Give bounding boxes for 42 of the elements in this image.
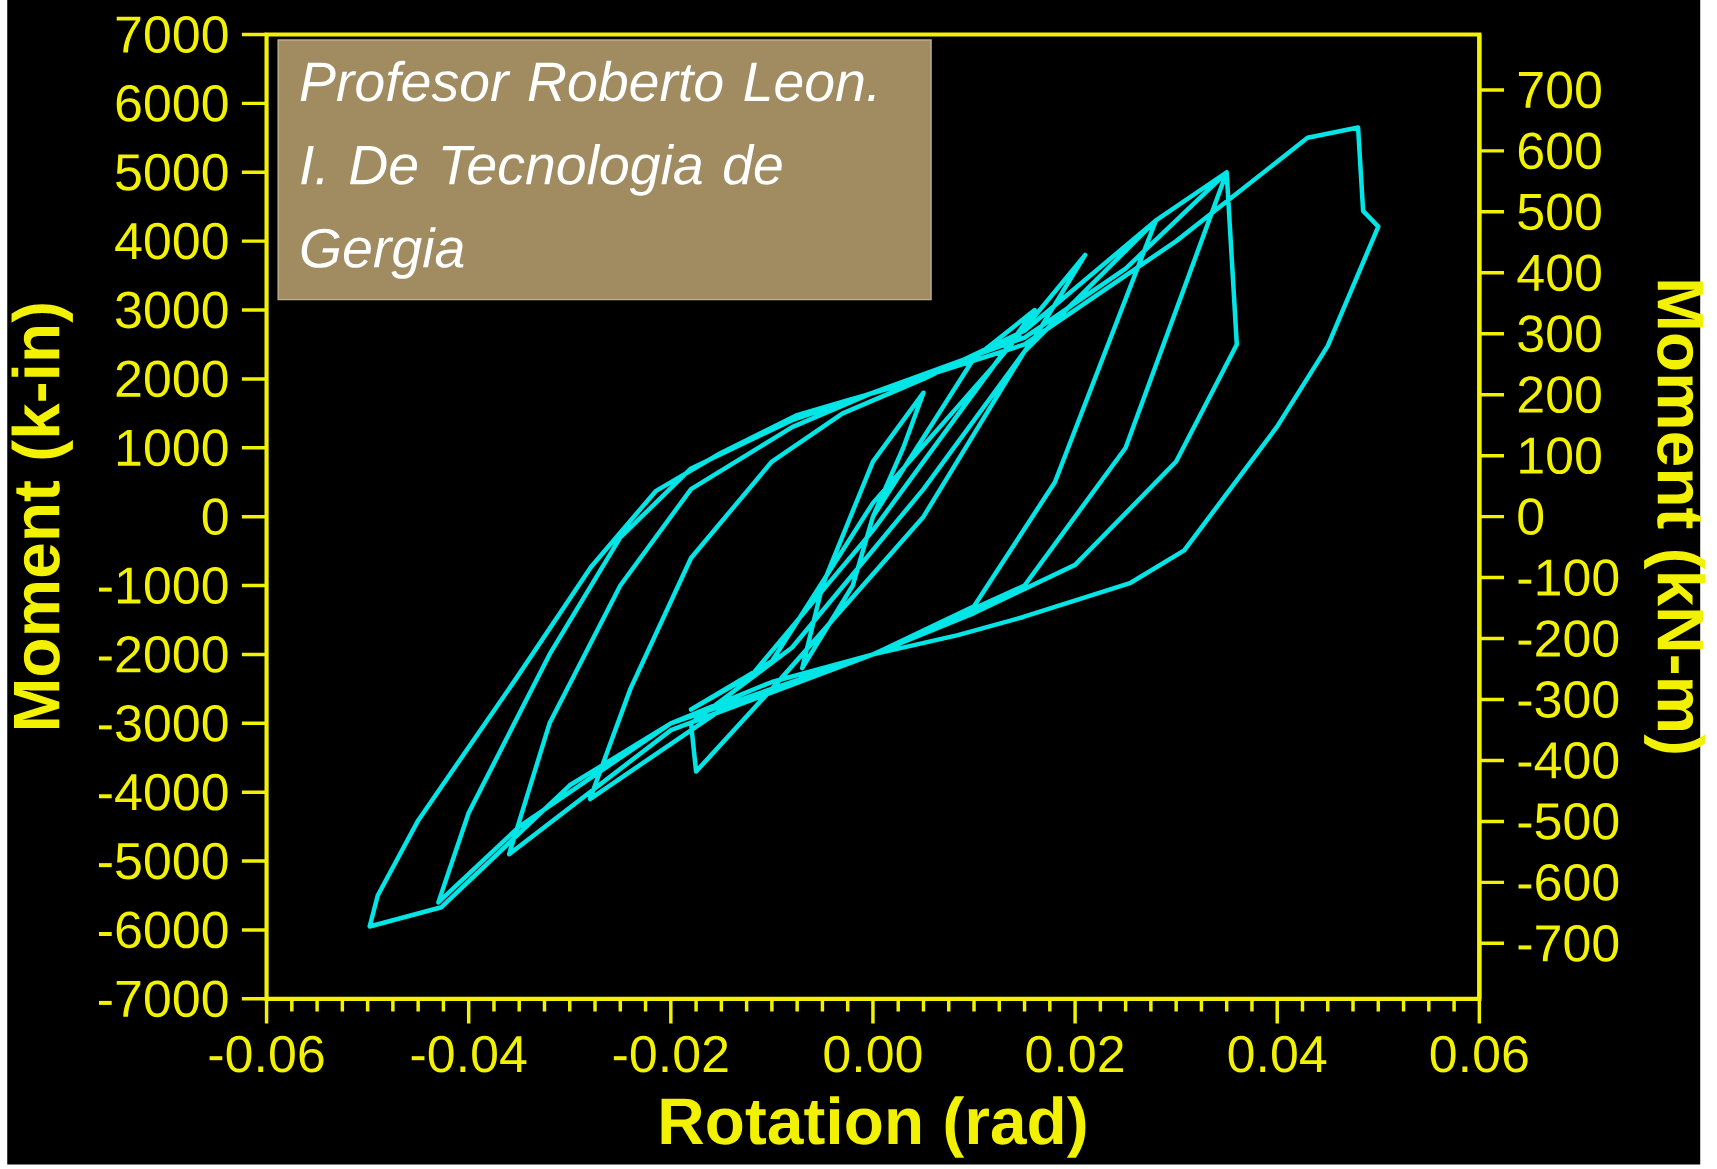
y2-tick-label: 200: [1518, 376, 1601, 413]
y-tick-label: 1000: [118, 429, 228, 467]
y2-tick-label: -400: [1518, 741, 1619, 779]
y2-tick-label: -600: [1518, 863, 1619, 901]
annotation: Profesor Roberto Leon.: [300, 60, 875, 102]
y2-tick-label: -700: [1518, 924, 1619, 962]
y-tick-label: 0: [202, 498, 228, 535]
y-tick-label: -5000: [99, 842, 228, 880]
x-tick-label: -0.04: [411, 1035, 527, 1073]
y2-tick-label: 100: [1520, 437, 1601, 474]
annotation: I. De Tecnologia de Gergia: [301, 143, 782, 279]
y2-tick-label: 600: [1518, 132, 1601, 170]
y2-tick-label: -200: [1518, 620, 1619, 657]
y2-tick-label: -300: [1518, 680, 1619, 718]
y-tick-label: 5000: [116, 153, 228, 191]
y-tick-label: 2000: [116, 360, 228, 398]
y2-tick-label: 700: [1518, 71, 1601, 109]
y2-tick-label: 0: [1518, 498, 1544, 535]
x-tick-label: 0.04: [1228, 1035, 1327, 1073]
y-tick-label: 4000: [115, 222, 228, 260]
y2-tick-label: -500: [1518, 802, 1619, 840]
y-tick-label: 7000: [116, 15, 228, 53]
y-tick-label: -4000: [99, 773, 228, 811]
x-tick-label: 0.02: [1026, 1035, 1124, 1073]
y-tick-label: -6000: [99, 911, 228, 949]
y-tick-label: 6000: [116, 84, 228, 122]
y2-axis-title: Moment (kN-m): [1644, 281, 1706, 753]
x-tick-label: -0.06: [209, 1035, 324, 1073]
y-axis-title: Moment (k-in): [11, 304, 73, 728]
y-tick-label: -2000: [99, 635, 228, 673]
y2-tick-label: 500: [1518, 193, 1601, 231]
x-tick-label: 0.06: [1430, 1035, 1528, 1073]
y-tick-label: -7000: [99, 980, 228, 1018]
y-tick-label: -3000: [99, 704, 228, 742]
y-tick-label: 3000: [115, 291, 228, 329]
y2-tick-label: 400: [1517, 254, 1601, 292]
y-tick-label: -1000: [99, 567, 228, 604]
y2-tick-label: 300: [1518, 315, 1601, 353]
x-tick-label: 0.00: [824, 1035, 922, 1073]
x-axis-title: Rotation (rad): [661, 1096, 1086, 1158]
x-tick-label: -0.02: [613, 1035, 728, 1073]
y2-tick-label: -100: [1518, 559, 1619, 596]
